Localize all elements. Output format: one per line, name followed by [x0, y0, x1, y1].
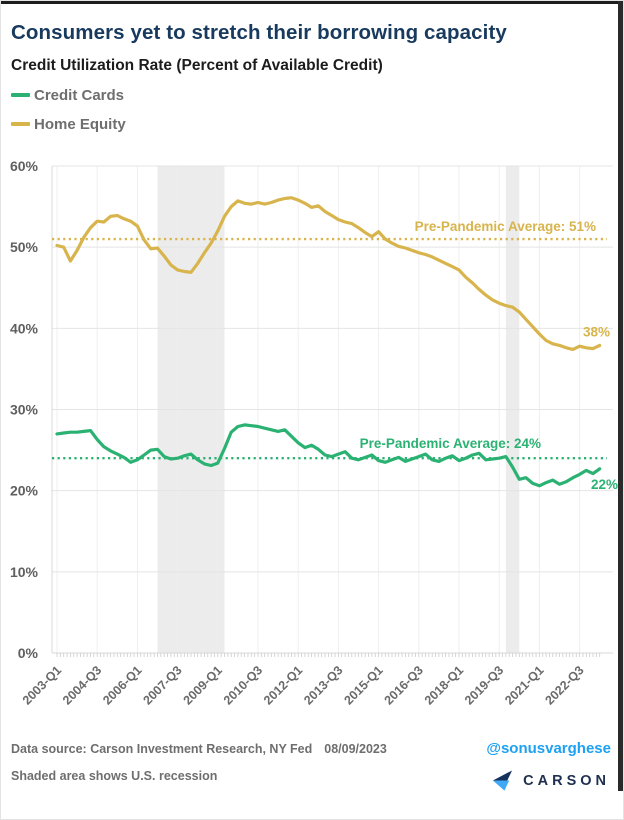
- page-title: Consumers yet to stretch their borrowing…: [11, 20, 507, 44]
- twitter-handle-link[interactable]: @sonusvarghese: [486, 740, 611, 757]
- y-axis-label: 20%: [10, 483, 39, 499]
- carson-logo-icon: [493, 770, 513, 791]
- x-axis-label: 2010-Q3: [221, 663, 265, 707]
- series-end-label: 38%: [583, 324, 610, 339]
- legend-label-home-equity: Home Equity: [34, 115, 126, 133]
- series-end-label: 22%: [591, 477, 618, 492]
- y-axis-label: 0%: [18, 645, 39, 661]
- carson-wordmark: CARSON: [523, 772, 610, 789]
- x-axis-label: 2016-Q3: [382, 663, 426, 707]
- y-axis-label: 10%: [10, 564, 39, 580]
- line-chart-canvas: 0% 10% 20% 30% 40% 50% 60% 2003-Q12004-Q32006-Q…: [10, 158, 618, 708]
- footer-source-row: Data source: Carson Investment Research,…: [11, 740, 615, 757]
- legend-label-credit-cards: Credit Cards: [34, 86, 125, 104]
- y-axis-label: 30%: [10, 402, 39, 418]
- carson-logo: CARSON: [491, 769, 610, 792]
- x-axis-label: 2018-Q1: [422, 663, 466, 707]
- series-line-credit-cards: [55, 423, 602, 488]
- home-equity-line-swatch: [11, 122, 30, 126]
- reference-line-label: Pre-Pandemic Average: 24%: [360, 436, 541, 451]
- x-axis-label: 2019-Q3: [462, 663, 506, 707]
- reference-line-label: Pre-Pandemic Average: 51%: [415, 219, 596, 234]
- x-axis-label: 2006-Q1: [100, 663, 144, 707]
- series-line-home-equity: [55, 196, 602, 351]
- x-axis-label: 2013-Q3: [301, 663, 345, 707]
- data-date: 08/09/2023: [324, 742, 387, 756]
- window-top-edge: [1, 1, 623, 4]
- x-axis-label: 2012-Q1: [261, 663, 305, 707]
- legend: Credit Cards Home Equity: [11, 85, 126, 143]
- x-axis-label: 2015-Q1: [341, 663, 385, 707]
- chart-subtitle: Credit Utilization Rate (Percent of Avai…: [11, 56, 383, 74]
- x-axis-label: 2009-Q1: [181, 663, 225, 707]
- y-axis-label: 60%: [10, 158, 39, 174]
- legend-item-credit-cards: Credit Cards: [11, 85, 126, 105]
- credit-cards-line-swatch: [11, 93, 30, 97]
- recession-note: Shaded area shows U.S. recession: [11, 769, 218, 783]
- right-scrollbar[interactable]: [618, 1, 623, 791]
- x-axis-label: 2007-Q3: [140, 663, 184, 707]
- data-source-text: Data source: Carson Investment Research,…: [11, 742, 313, 756]
- x-axis-label: 2003-Q1: [20, 663, 64, 707]
- legend-item-home-equity: Home Equity: [11, 114, 126, 134]
- y-axis-label: 40%: [10, 320, 39, 336]
- x-axis-label: 2022-Q3: [542, 663, 586, 707]
- utilization-chart: 0% 10% 20% 30% 40% 50% 60% 2003-Q1 2004-Q3 2006-Q…: [1, 151, 623, 717]
- x-axis-label: 2004-Q3: [60, 663, 104, 707]
- x-axis-label: 2021-Q1: [502, 663, 546, 707]
- y-axis-label: 50%: [10, 239, 39, 255]
